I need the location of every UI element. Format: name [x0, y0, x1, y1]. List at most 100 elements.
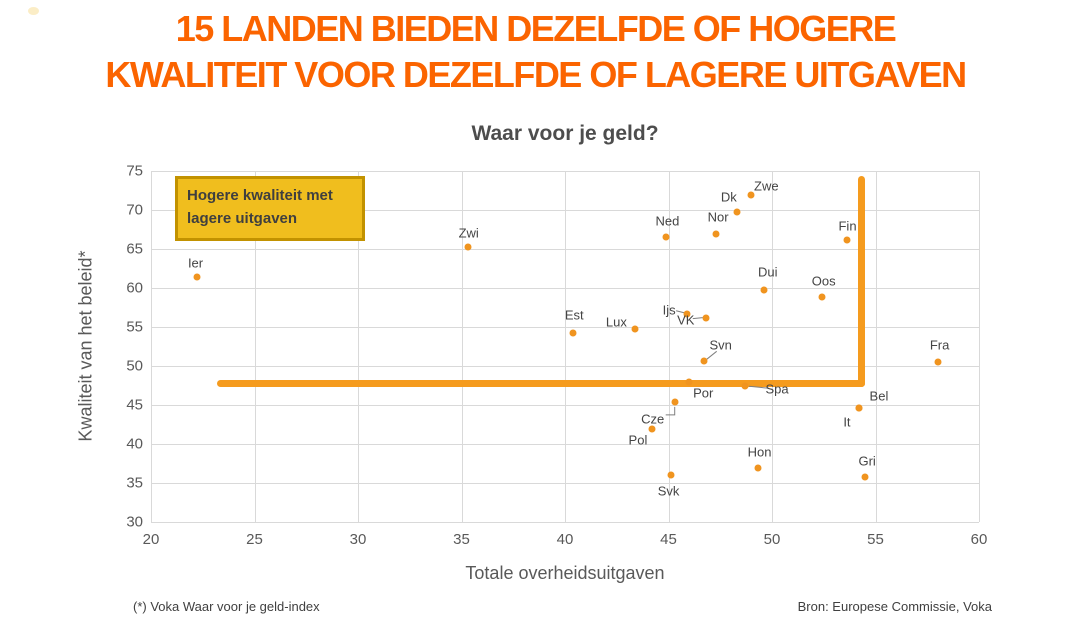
data-point-dui — [760, 286, 768, 294]
point-label-fra: Fra — [929, 337, 950, 353]
gridline-vertical — [875, 171, 877, 522]
data-point-ned — [662, 233, 670, 241]
data-point-zwe — [747, 191, 755, 199]
gridline-horizontal — [151, 444, 979, 445]
point-label-lux: Lux — [605, 314, 627, 330]
y-tick-label: 40 — [126, 435, 143, 453]
page-title-line1: 15 LANDEN BIEDEN DEZELFDE OF HOGERE — [175, 8, 897, 49]
gridline-vertical — [979, 171, 980, 522]
point-label-ijs: Ijs — [662, 302, 676, 318]
data-point-est — [569, 329, 577, 337]
gridline-horizontal — [151, 327, 979, 328]
point-label-por: Por — [693, 385, 714, 401]
point-label-svk: Svk — [657, 483, 680, 499]
footnote: (*) Voka Waar voor je geld-index — [133, 599, 320, 614]
data-point-pol — [648, 425, 656, 433]
x-tick-label: 25 — [246, 531, 263, 548]
y-tick-label: 75 — [126, 162, 143, 180]
plot-area: Hogere kwaliteit met lagere uitgaven 20 2… — [126, 163, 987, 549]
data-point-ijs — [683, 310, 691, 318]
y-tick-label: 45 — [126, 396, 143, 414]
point-label-nor: Nor — [707, 209, 729, 225]
leader-line-svn — [706, 350, 718, 360]
point-label-ned: Ned — [655, 213, 680, 229]
point-label-fin: Fin — [838, 218, 857, 234]
label-leader-lines — [665, 310, 770, 416]
gridline-vertical — [254, 171, 256, 522]
y-axis-label: Kwaliteit van het beleid* — [75, 250, 96, 442]
data-point-zwi — [464, 243, 472, 251]
x-tick-label: 50 — [763, 531, 781, 548]
gridline-horizontal — [151, 210, 979, 211]
point-label-oos: Oos — [811, 273, 836, 289]
x-axis-label: Totale overheidsuitgaven — [465, 563, 665, 583]
source-credit: Bron: Europese Commissie, Voka — [797, 599, 992, 614]
point-label-zwi: Zwi — [458, 225, 479, 241]
x-tick-label: 30 — [349, 531, 367, 548]
data-point-spa — [741, 382, 749, 390]
data-point-ier — [193, 273, 201, 281]
point-label-bel: Bel — [869, 388, 889, 404]
annotation-line1: Hogere kwaliteit met — [187, 187, 333, 204]
leader-line-cze — [665, 406, 676, 416]
threshold-line-vertical — [857, 176, 865, 387]
x-tick-label: 20 — [142, 531, 160, 548]
point-label-hon: Hon — [747, 444, 772, 460]
gridline-horizontal — [151, 366, 979, 367]
point-label-dk: Dk — [720, 189, 737, 205]
data-point-oos — [818, 293, 826, 301]
x-tick-label: 40 — [556, 531, 574, 548]
x-tick-label: 60 — [970, 531, 988, 548]
chart-title: Waar voor je geld? — [471, 122, 659, 145]
data-point-dk — [733, 208, 741, 216]
data-point-svn — [700, 357, 708, 365]
point-label-dui: Dui — [757, 264, 778, 280]
point-label-ier: Ier — [187, 255, 204, 271]
point-label-gri: Gri — [858, 453, 876, 469]
x-tick-label: 45 — [660, 531, 677, 548]
leader-line-ijs — [676, 310, 685, 314]
y-tick-label: 30 — [126, 513, 143, 531]
data-point-nor — [712, 230, 720, 238]
data-point-lux — [631, 325, 639, 333]
data-point-hon — [754, 464, 761, 472]
data-point-svk — [667, 471, 675, 479]
point-label-cze: Cze — [641, 411, 665, 427]
gridline-horizontal — [151, 171, 979, 172]
gridline-vertical — [151, 171, 152, 522]
annotation-line2: lagere uitgaven — [187, 210, 298, 228]
point-label-it: It — [843, 414, 851, 430]
data-point-cze — [671, 398, 679, 406]
gridline-horizontal — [151, 405, 979, 406]
gridline-vertical — [565, 171, 566, 522]
y-tick-label: 55 — [126, 318, 143, 336]
gridline-vertical — [358, 171, 359, 522]
point-label-est: Est — [564, 307, 584, 323]
data-point-fin — [843, 236, 851, 244]
threshold-line-horizontal — [217, 379, 865, 387]
data-point-vk — [702, 314, 710, 322]
data-point-fra — [934, 358, 942, 366]
point-label-zwe: Zwe — [754, 178, 779, 194]
y-tick-label: 35 — [126, 474, 143, 492]
x-tick-label: 55 — [867, 531, 884, 548]
page-title-line2: KWALITEIT VOOR DEZELFDE OF LAGERE UITGAV… — [105, 54, 967, 95]
point-label-svn: Svn — [709, 337, 732, 353]
y-tick-label: 65 — [126, 240, 143, 258]
data-point-gri — [861, 473, 869, 481]
page-title: 15 LANDEN BIEDEN DEZELFDE OF HOGERE KWALI… — [0, 6, 1071, 98]
gridline-horizontal — [151, 483, 979, 484]
y-tick-label: 60 — [126, 279, 143, 297]
gridline-horizontal — [151, 288, 979, 289]
annotation-box: Hogere kwaliteit met lagere uitgaven — [175, 176, 365, 241]
point-label-spa: Spa — [765, 381, 789, 397]
decorative-dot — [28, 7, 39, 15]
gridline-vertical — [461, 171, 463, 522]
data-point-por — [685, 378, 693, 386]
y-tick-label: 50 — [126, 357, 143, 375]
point-label-vk: VK — [677, 312, 695, 328]
gridline-vertical — [772, 171, 773, 522]
gridline-horizontal — [151, 249, 979, 250]
point-label-pol: Pol — [628, 432, 648, 448]
